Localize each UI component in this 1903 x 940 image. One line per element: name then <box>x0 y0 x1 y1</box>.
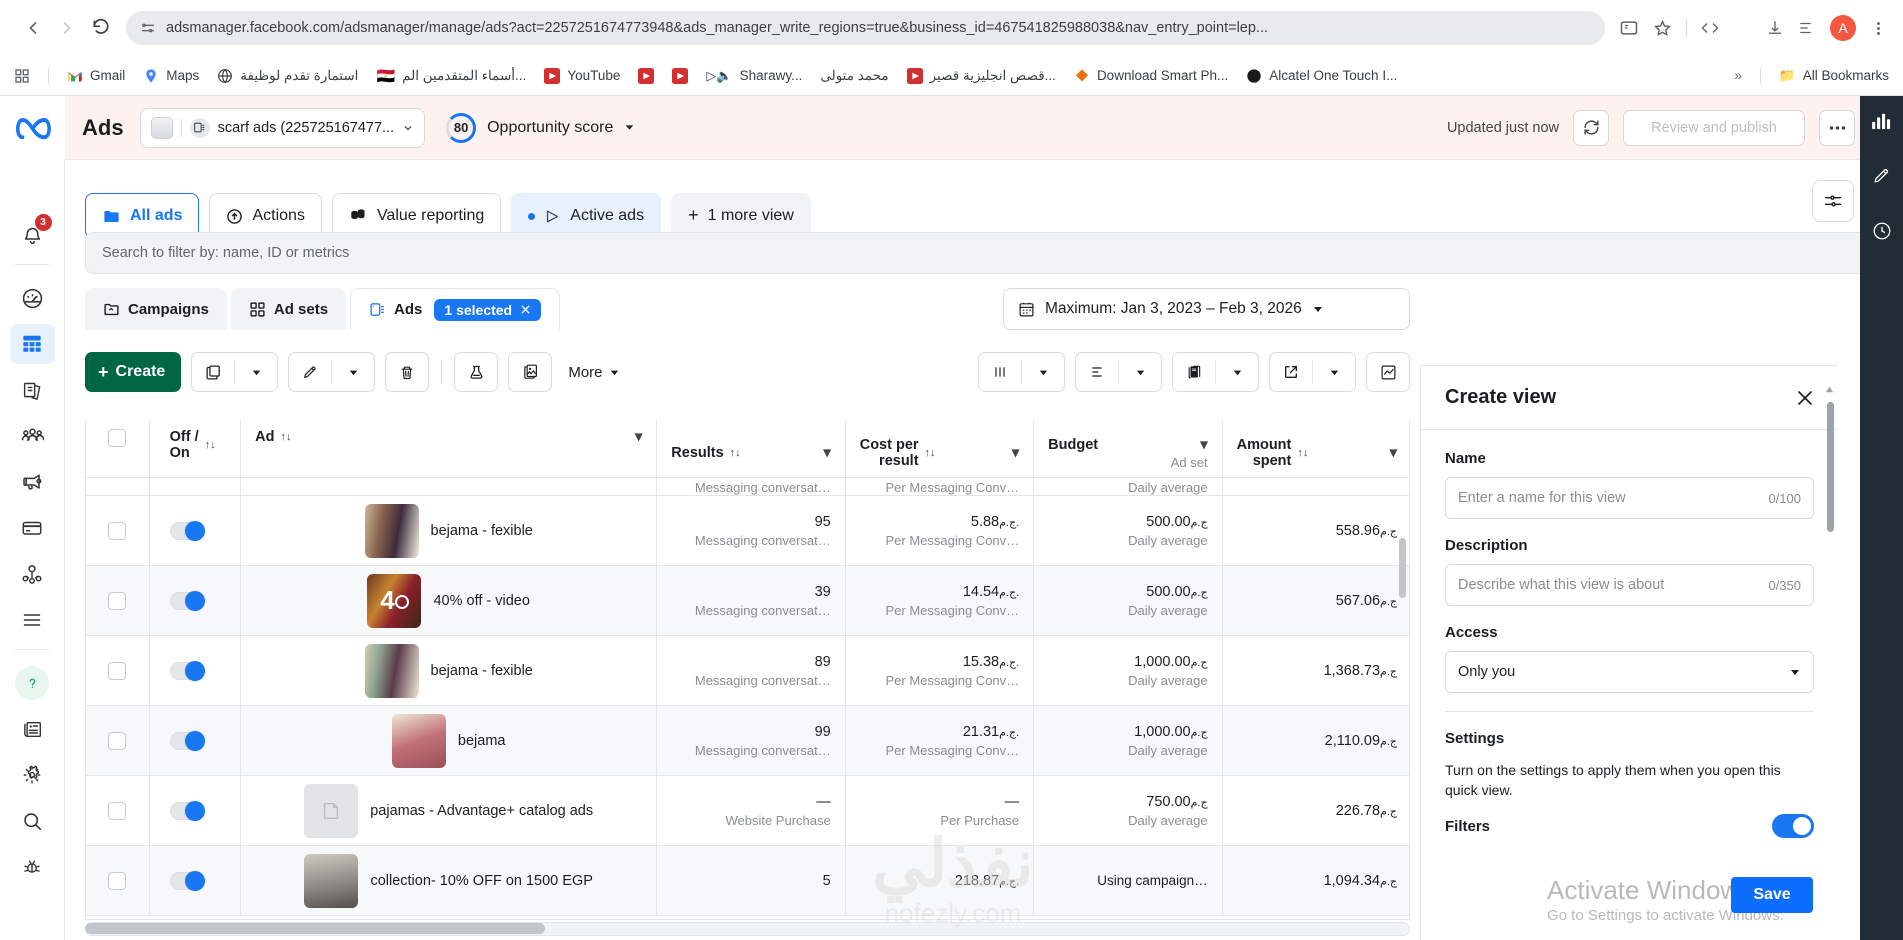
svg-text:nofezly.com: nofezly.com <box>885 898 1022 928</box>
svg-text:نفذلي: نفذلي <box>872 826 1034 904</box>
